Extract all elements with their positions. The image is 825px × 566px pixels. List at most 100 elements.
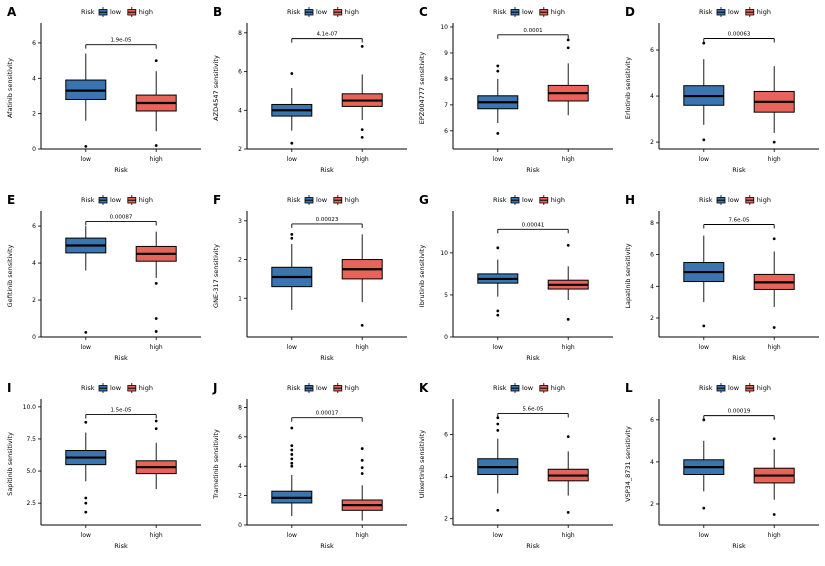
x-tick-label: high <box>150 156 163 163</box>
boxplot-high <box>753 237 795 329</box>
outlier-point <box>360 458 364 462</box>
x-tick-label: low <box>699 532 709 539</box>
y-tick-label: 6 <box>650 47 654 54</box>
boxplot-high <box>547 243 589 321</box>
panel-letter: C <box>419 5 428 19</box>
outlier-point <box>290 453 294 456</box>
panel-letter: A <box>7 5 17 19</box>
legend-item-label: low <box>316 8 328 16</box>
legend-title: Risk <box>287 384 301 392</box>
panel-letter: L <box>625 381 633 395</box>
x-tick-label: high <box>562 344 575 351</box>
boxplot-low <box>65 420 107 514</box>
pvalue-label: 0.00017 <box>316 411 339 417</box>
y-axis-title: Lapatinib sensitivity <box>624 243 632 308</box>
x-tick-label: low <box>493 532 503 539</box>
panel-E: E Risk low high 0 2 4 6 Gefitinib sensitivity low… <box>6 193 201 362</box>
outlier-point <box>702 138 706 142</box>
x-tick-label: low <box>699 344 709 351</box>
y-tick-label: 4 <box>238 107 242 114</box>
y-axis-title: Sapitinib sensitivity <box>6 432 14 496</box>
legend-key-high-icon <box>333 383 343 393</box>
outlier-point <box>290 448 294 452</box>
outlier-point <box>290 464 294 468</box>
significance-bracket <box>497 413 569 418</box>
outlier-point <box>496 428 500 432</box>
x-tick-label: low <box>287 344 297 351</box>
legend-key-low-icon <box>304 383 314 393</box>
legend-key-low-icon <box>98 195 108 205</box>
legend-item-label: high <box>345 384 359 392</box>
y-axis-title: EPZ004777 sensitivity <box>418 52 426 125</box>
x-tick-label: low <box>81 532 91 539</box>
y-tick-label: 6 <box>238 69 242 76</box>
y-tick-label: 2 <box>238 146 242 153</box>
outlier-point <box>702 506 706 510</box>
legend-key-low-icon <box>716 195 726 205</box>
y-tick-label: 4 <box>238 463 242 470</box>
legend-key-high-icon <box>745 7 755 17</box>
legend-title: Risk <box>699 384 713 392</box>
legend-item-label: low <box>728 196 740 204</box>
outlier-point <box>496 422 500 426</box>
legend-key-high-icon <box>127 7 137 17</box>
pvalue-label: 4.1e-07 <box>316 32 338 38</box>
y-axis-title: Trametinib sensitivity <box>212 429 220 500</box>
boxplot-high <box>341 44 383 139</box>
pvalue-label: 5.6e-05 <box>522 407 544 413</box>
outlier-point <box>702 324 706 328</box>
pvalue-label: 7.6e-05 <box>728 218 750 224</box>
outlier-point <box>360 44 364 48</box>
legend-item-label: low <box>522 196 534 204</box>
panel-letter: G <box>419 193 429 207</box>
legend-key-low-icon <box>510 383 520 393</box>
panel-I: I Risk low high 2.5 5.0 7.5 10.0 Sapitinib sensi… <box>6 381 201 550</box>
legend-item-label: low <box>522 8 534 16</box>
x-tick-label: high <box>768 156 781 163</box>
outlier-point <box>566 510 570 514</box>
x-tick-label: high <box>150 532 163 539</box>
legend-key-high-icon <box>127 383 137 393</box>
legend-title: Risk <box>493 196 507 204</box>
legend-title: Risk <box>81 196 95 204</box>
x-tick-label: low <box>699 156 709 163</box>
y-axis-title: AZD4547 sensitivity <box>212 55 220 121</box>
legend: Risk low high <box>287 7 359 17</box>
boxplot-high <box>135 419 177 490</box>
legend-item-label: high <box>551 196 565 204</box>
outlier-point <box>566 46 570 50</box>
panel-letter: J <box>212 381 217 395</box>
legend-key-low-icon <box>510 7 520 17</box>
legend-item-label: high <box>345 196 359 204</box>
outlier-point <box>496 309 500 313</box>
y-axis-title: Erlotinib sensitivity <box>624 57 632 119</box>
significance-bracket <box>85 44 157 49</box>
boxplot-high <box>547 435 589 514</box>
legend-key-high-icon <box>539 383 549 393</box>
x-axis-title: Risk <box>732 542 746 550</box>
outlier-point <box>154 427 158 431</box>
legend-item-label: low <box>110 384 122 392</box>
panel-D: D Risk low high 2 4 6 Erlotinib sensitivity low h… <box>624 5 819 174</box>
outlier-point <box>566 38 570 42</box>
panel-letter: D <box>625 5 635 19</box>
legend-key-low-icon <box>98 383 108 393</box>
panel-letter: F <box>213 193 221 207</box>
y-tick-label: 0 <box>444 334 448 341</box>
legend-item-label: high <box>551 384 565 392</box>
outlier-point <box>772 140 776 144</box>
significance-bracket <box>291 38 363 43</box>
x-axis-title: Risk <box>320 166 334 174</box>
y-tick-label: 6 <box>444 128 448 135</box>
legend-key-high-icon <box>333 195 343 205</box>
legend-key-high-icon <box>127 195 137 205</box>
outlier-point <box>772 437 776 441</box>
legend-title: Risk <box>287 8 301 16</box>
pvalue-label: 0.00087 <box>110 214 133 220</box>
y-axis-title: Gefitinib sensitivity <box>6 244 14 307</box>
outlier-point <box>154 317 158 320</box>
x-tick-label: high <box>562 156 575 163</box>
outlier-point <box>84 144 88 148</box>
outlier-point <box>496 64 500 68</box>
legend-title: Risk <box>493 8 507 16</box>
